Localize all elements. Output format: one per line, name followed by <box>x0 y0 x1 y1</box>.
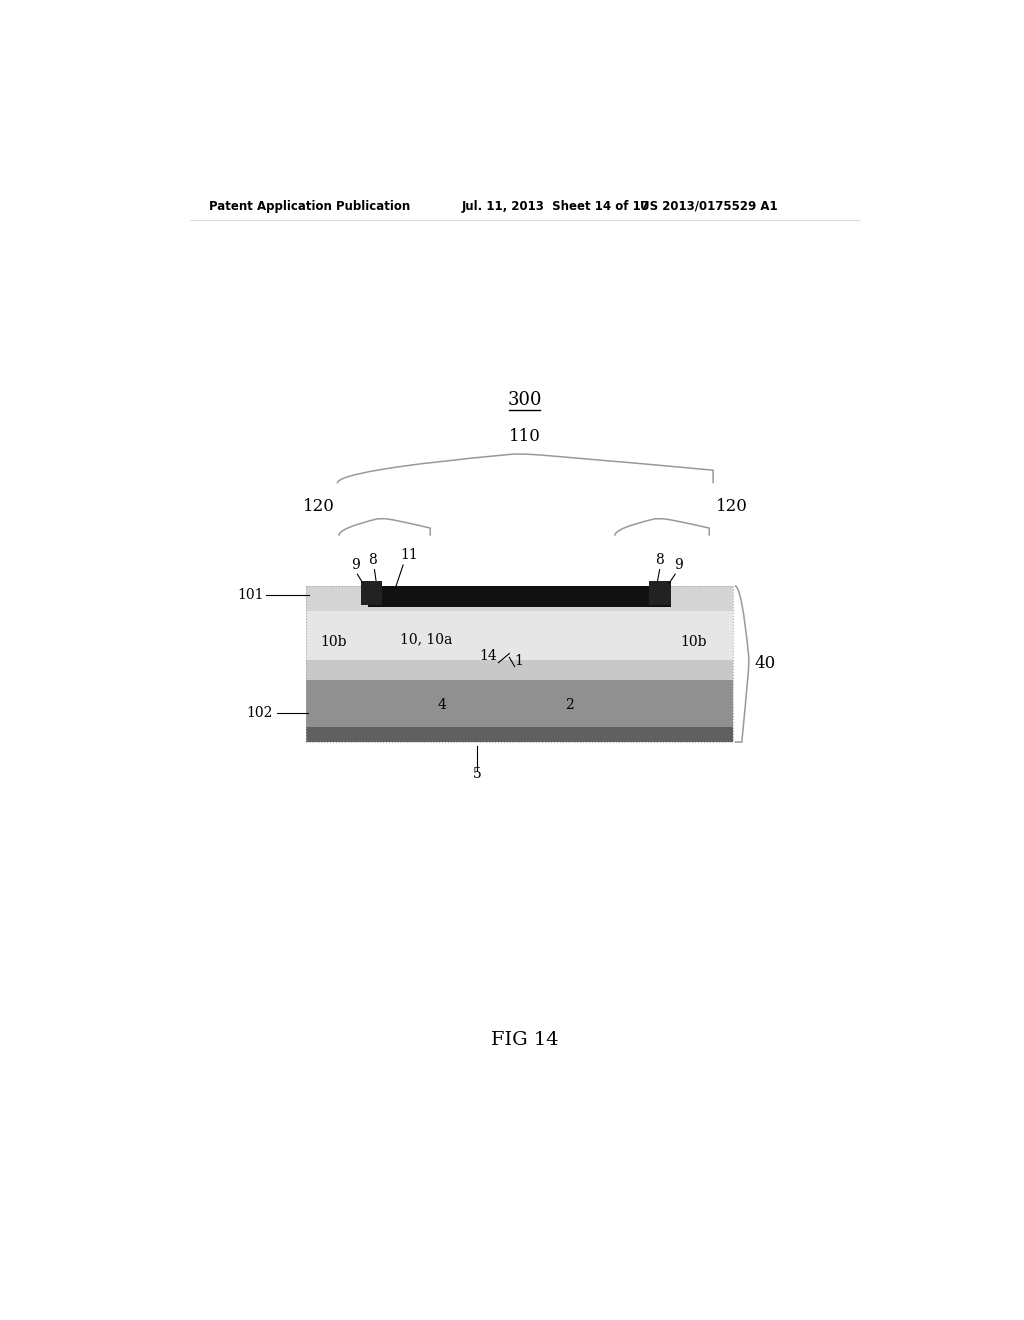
Text: 1: 1 <box>514 655 523 668</box>
Text: 101: 101 <box>238 587 263 602</box>
Text: 9: 9 <box>351 558 360 572</box>
Text: 8: 8 <box>369 553 377 566</box>
Text: 120: 120 <box>716 498 748 515</box>
Text: 40: 40 <box>755 656 775 672</box>
Bar <box>649 581 671 605</box>
Text: 2: 2 <box>565 698 574 711</box>
Text: 102: 102 <box>247 706 273 719</box>
Bar <box>306 681 732 726</box>
Text: 10, 10a: 10, 10a <box>400 632 453 647</box>
Bar <box>306 586 732 611</box>
Text: 8: 8 <box>655 553 664 566</box>
Text: 5: 5 <box>472 767 481 781</box>
Bar <box>306 726 732 742</box>
Bar <box>360 581 382 605</box>
Text: FIG 14: FIG 14 <box>490 1031 559 1049</box>
Bar <box>306 660 732 681</box>
Text: 9: 9 <box>674 558 683 572</box>
Text: 300: 300 <box>508 391 542 409</box>
Text: 10b: 10b <box>681 635 707 649</box>
Text: Jul. 11, 2013  Sheet 14 of 17: Jul. 11, 2013 Sheet 14 of 17 <box>461 199 649 213</box>
Text: 10b: 10b <box>321 635 347 649</box>
Text: 11: 11 <box>400 548 419 562</box>
Bar <box>306 611 732 660</box>
Text: 4: 4 <box>437 698 446 711</box>
Text: Patent Application Publication: Patent Application Publication <box>209 199 411 213</box>
Text: US 2013/0175529 A1: US 2013/0175529 A1 <box>640 199 777 213</box>
Bar <box>369 586 671 607</box>
Text: 110: 110 <box>509 428 541 445</box>
Text: 120: 120 <box>303 498 335 515</box>
Text: 14: 14 <box>479 648 497 663</box>
